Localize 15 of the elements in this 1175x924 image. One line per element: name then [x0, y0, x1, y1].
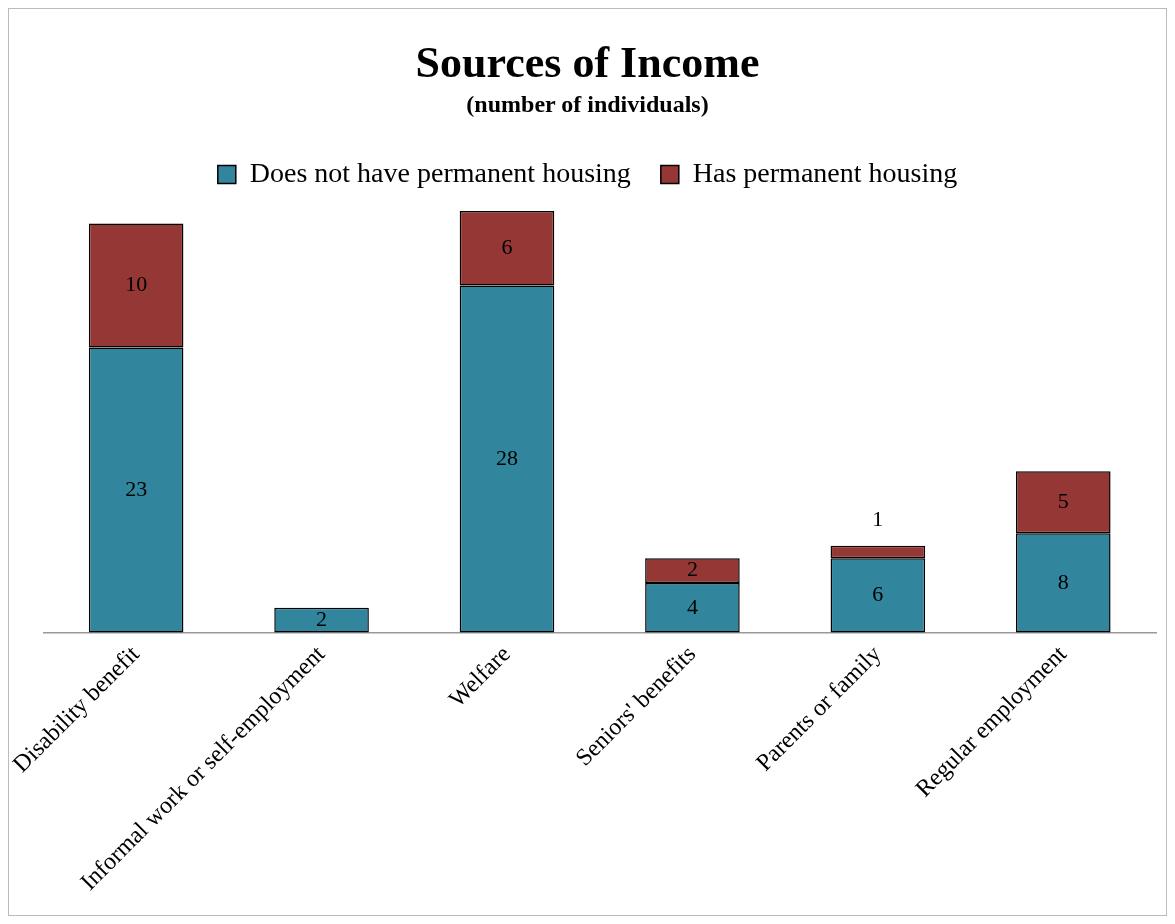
chart-subtitle: (number of individuals) — [466, 91, 709, 118]
data-label: 6 — [501, 233, 513, 259]
data-label: 6 — [872, 581, 884, 607]
data-label: 2 — [686, 556, 698, 582]
data-label: 10 — [125, 271, 148, 297]
legend-label: Does not have permanent housing — [249, 156, 631, 188]
data-label: 23 — [125, 475, 148, 501]
data-label: 5 — [1057, 488, 1069, 514]
data-label: 8 — [1057, 568, 1069, 594]
data-label: 28 — [495, 444, 518, 470]
data-label: 4 — [686, 593, 698, 619]
data-label: 1 — [872, 505, 884, 531]
data-label: 2 — [316, 605, 328, 631]
chart-title: Sources of Income — [415, 37, 760, 87]
legend-label: Has permanent housing — [692, 156, 958, 188]
